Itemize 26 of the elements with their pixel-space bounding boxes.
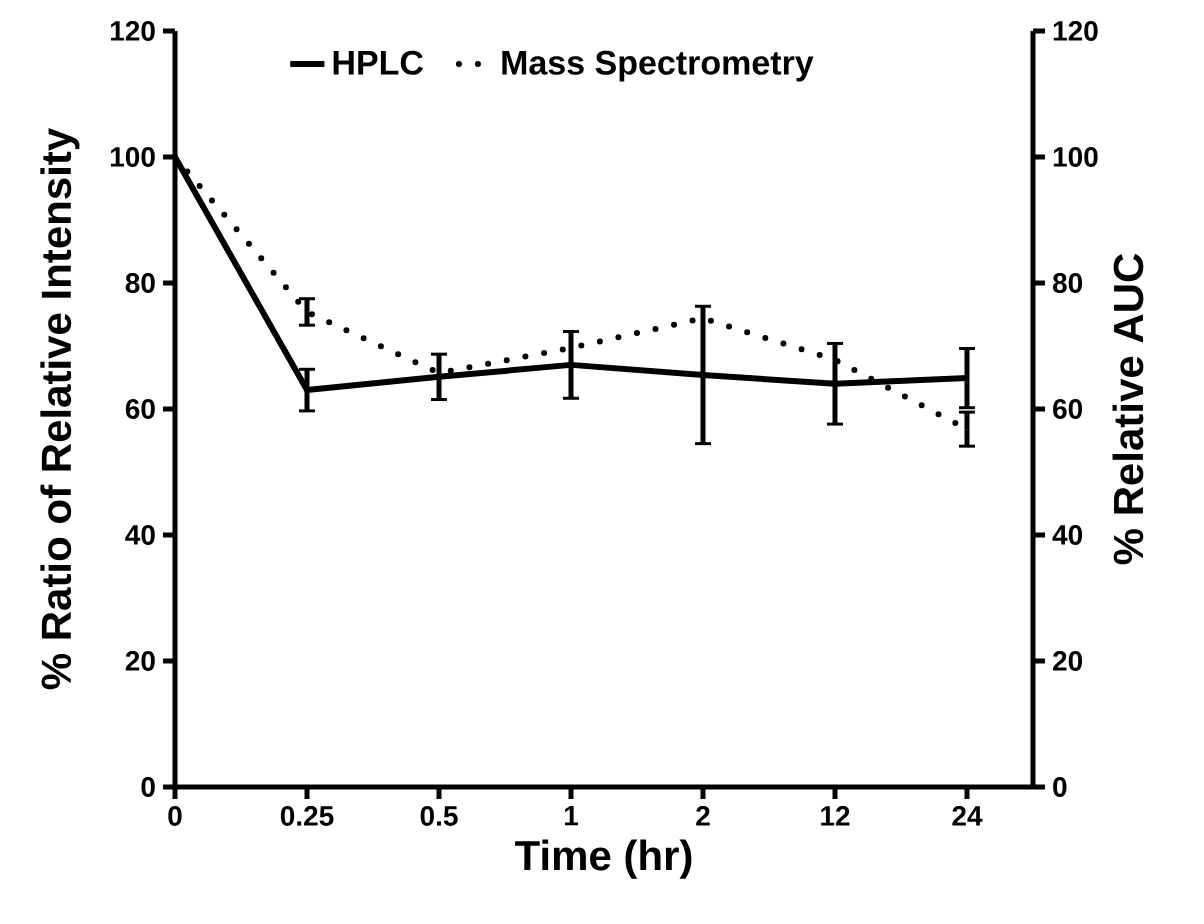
legend-label: Mass Spectrometry xyxy=(502,50,814,82)
y-tick-label: 60 xyxy=(125,399,155,419)
x-tick-label: 1 xyxy=(564,806,579,826)
y2-tick-label: 0 xyxy=(1053,777,1067,797)
x-tick-label: 12 xyxy=(821,806,850,826)
x-tick-label: 0.5 xyxy=(420,806,458,826)
x-tick-label: 0 xyxy=(168,806,182,826)
y2-tick-label: 40 xyxy=(1052,525,1083,545)
x-axis-title: Time (hr) xyxy=(515,839,692,879)
y-tick-label: 20 xyxy=(125,651,155,671)
y-axis-title: % Ratio of Relative Intensity xyxy=(40,128,80,690)
y2-tick-label: 60 xyxy=(1053,399,1083,419)
y-tick-label: 100 xyxy=(110,147,155,167)
x-tick-label: 2 xyxy=(696,806,710,826)
y-tick-label: 40 xyxy=(125,525,155,545)
y2-tick-label: 120 xyxy=(1053,21,1098,41)
y2-tick-label: 100 xyxy=(1053,147,1098,167)
y-tick-label: 120 xyxy=(110,21,155,41)
x-tick-label: 24 xyxy=(952,806,983,826)
y-tick-label: 80 xyxy=(125,273,155,293)
legend-label: HPLC xyxy=(333,50,424,75)
y2-axis-title: % Relative AUC xyxy=(1112,253,1144,565)
y2-tick-label: 20 xyxy=(1053,651,1083,671)
y-tick-label: 0 xyxy=(141,777,155,797)
x-tick-label: 0.25 xyxy=(280,806,334,826)
y2-tick-label: 80 xyxy=(1052,273,1083,293)
